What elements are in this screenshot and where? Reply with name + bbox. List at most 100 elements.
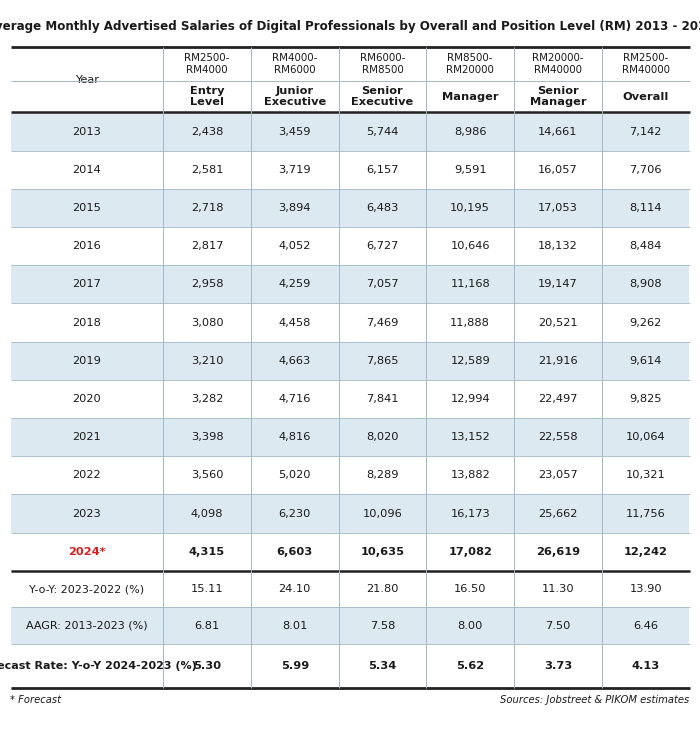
Bar	[514, 80, 602, 112]
Text: 4,052: 4,052	[279, 241, 311, 251]
Text: 11,168: 11,168	[450, 280, 490, 289]
Text: 26,619: 26,619	[536, 547, 580, 557]
Text: 17,082: 17,082	[448, 547, 492, 557]
Text: Average Monthly Advertised Salaries of Digital Professionals by Overall and Posi: Average Monthly Advertised Salaries of D…	[0, 20, 700, 33]
Text: Manager: Manager	[442, 91, 498, 101]
Text: 16,173: 16,173	[450, 509, 490, 518]
Text: 7,142: 7,142	[629, 126, 662, 137]
Text: 4,098: 4,098	[190, 509, 223, 518]
Text: 6,603: 6,603	[276, 547, 313, 557]
Bar	[339, 607, 426, 644]
Text: Senior
Executive: Senior Executive	[351, 85, 414, 107]
Text: 2023: 2023	[72, 509, 102, 518]
Text: Forecast Rate: Y-o-Y 2024-2023 (%): Forecast Rate: Y-o-Y 2024-2023 (%)	[0, 661, 197, 671]
Text: 5.34: 5.34	[368, 661, 397, 671]
Bar	[251, 265, 339, 304]
Bar	[163, 456, 251, 494]
Text: 2020: 2020	[72, 394, 102, 404]
Text: 3,719: 3,719	[279, 165, 311, 174]
Bar	[514, 304, 602, 342]
Bar	[163, 571, 251, 607]
Bar	[339, 227, 426, 265]
Bar	[514, 571, 602, 607]
Bar	[514, 342, 602, 380]
Text: 3,282: 3,282	[191, 394, 223, 404]
Text: 4,259: 4,259	[279, 280, 311, 289]
Text: 7.58: 7.58	[370, 620, 395, 631]
Text: Senior
Manager: Senior Manager	[530, 85, 586, 107]
Bar	[251, 227, 339, 265]
Text: 2014: 2014	[72, 165, 102, 174]
Bar	[251, 533, 339, 571]
Bar	[602, 342, 690, 380]
Bar	[339, 533, 426, 571]
Bar	[339, 47, 426, 80]
Bar	[251, 571, 339, 607]
Bar	[339, 304, 426, 342]
Text: 3,894: 3,894	[279, 203, 311, 213]
Bar	[514, 380, 602, 418]
Bar	[426, 342, 514, 380]
Bar	[339, 571, 426, 607]
Text: 2021: 2021	[72, 432, 102, 442]
Text: 2019: 2019	[72, 356, 102, 366]
Bar	[10, 265, 163, 304]
Bar	[10, 380, 163, 418]
Bar	[602, 456, 690, 494]
Bar	[426, 571, 514, 607]
Bar	[602, 189, 690, 227]
Bar	[514, 227, 602, 265]
Bar	[10, 418, 163, 456]
Bar	[10, 571, 163, 607]
Text: 6,230: 6,230	[279, 509, 311, 518]
Bar	[339, 265, 426, 304]
Bar	[426, 150, 514, 189]
Text: 8.00: 8.00	[458, 620, 483, 631]
Text: 6,727: 6,727	[366, 241, 398, 251]
Bar	[251, 644, 339, 688]
Text: 11,756: 11,756	[626, 509, 666, 518]
Bar	[339, 380, 426, 418]
Text: 4,816: 4,816	[279, 432, 311, 442]
Text: RM8500-
RM20000: RM8500- RM20000	[446, 53, 494, 74]
Text: 9,614: 9,614	[629, 356, 662, 366]
Text: 9,262: 9,262	[629, 318, 662, 328]
Bar	[251, 494, 339, 533]
Text: 13.90: 13.90	[629, 584, 662, 594]
Text: 10,646: 10,646	[450, 241, 490, 251]
Bar	[514, 533, 602, 571]
Text: 8,908: 8,908	[629, 280, 662, 289]
Text: RM4000-
RM6000: RM4000- RM6000	[272, 53, 317, 74]
Text: 22,497: 22,497	[538, 394, 578, 404]
Text: 3.73: 3.73	[544, 661, 572, 671]
Bar	[426, 644, 514, 688]
Text: AAGR: 2013-2023 (%): AAGR: 2013-2023 (%)	[26, 620, 148, 631]
Bar	[602, 533, 690, 571]
Bar	[251, 607, 339, 644]
Bar	[426, 227, 514, 265]
Text: 2015: 2015	[72, 203, 102, 213]
Bar	[514, 112, 602, 150]
Text: 4.13: 4.13	[631, 661, 660, 671]
Bar	[426, 494, 514, 533]
Text: 5,020: 5,020	[279, 470, 311, 480]
Text: 3,560: 3,560	[190, 470, 223, 480]
Text: 10,635: 10,635	[360, 547, 405, 557]
Text: 3,459: 3,459	[279, 126, 311, 137]
Bar	[426, 456, 514, 494]
Bar	[10, 189, 163, 227]
Text: 8,986: 8,986	[454, 126, 486, 137]
Text: 25,662: 25,662	[538, 509, 578, 518]
Bar	[10, 533, 163, 571]
Bar	[10, 456, 163, 494]
Text: 10,096: 10,096	[363, 509, 402, 518]
Text: 5.99: 5.99	[281, 661, 309, 671]
Text: Year: Year	[75, 75, 99, 85]
Text: 13,152: 13,152	[450, 432, 490, 442]
Text: 3,080: 3,080	[190, 318, 223, 328]
Bar	[10, 47, 690, 80]
Bar	[602, 150, 690, 189]
Bar	[251, 456, 339, 494]
Text: 18,132: 18,132	[538, 241, 578, 251]
Text: 8,289: 8,289	[366, 470, 399, 480]
